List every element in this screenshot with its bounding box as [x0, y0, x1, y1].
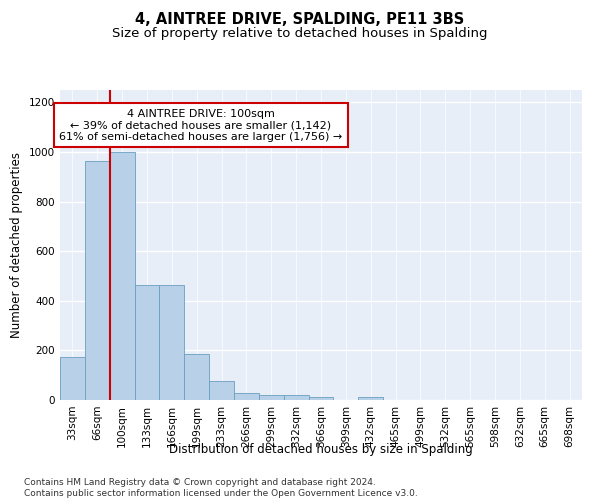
Bar [284, 395, 308, 400]
Bar [358, 397, 383, 400]
Bar [110, 152, 134, 400]
Text: Contains HM Land Registry data © Crown copyright and database right 2024.
Contai: Contains HM Land Registry data © Crown c… [24, 478, 418, 498]
Bar [209, 382, 234, 400]
Y-axis label: Number of detached properties: Number of detached properties [10, 152, 23, 338]
Text: 4, AINTREE DRIVE, SPALDING, PE11 3BS: 4, AINTREE DRIVE, SPALDING, PE11 3BS [136, 12, 464, 28]
Text: 4 AINTREE DRIVE: 100sqm
← 39% of detached houses are smaller (1,142)
61% of semi: 4 AINTREE DRIVE: 100sqm ← 39% of detache… [59, 108, 343, 142]
Bar [160, 284, 184, 400]
Text: Distribution of detached houses by size in Spalding: Distribution of detached houses by size … [169, 442, 473, 456]
Bar [184, 354, 209, 400]
Bar [308, 397, 334, 400]
Bar [85, 160, 110, 400]
Bar [259, 394, 284, 400]
Bar [60, 356, 85, 400]
Bar [234, 393, 259, 400]
Text: Size of property relative to detached houses in Spalding: Size of property relative to detached ho… [112, 28, 488, 40]
Bar [134, 284, 160, 400]
